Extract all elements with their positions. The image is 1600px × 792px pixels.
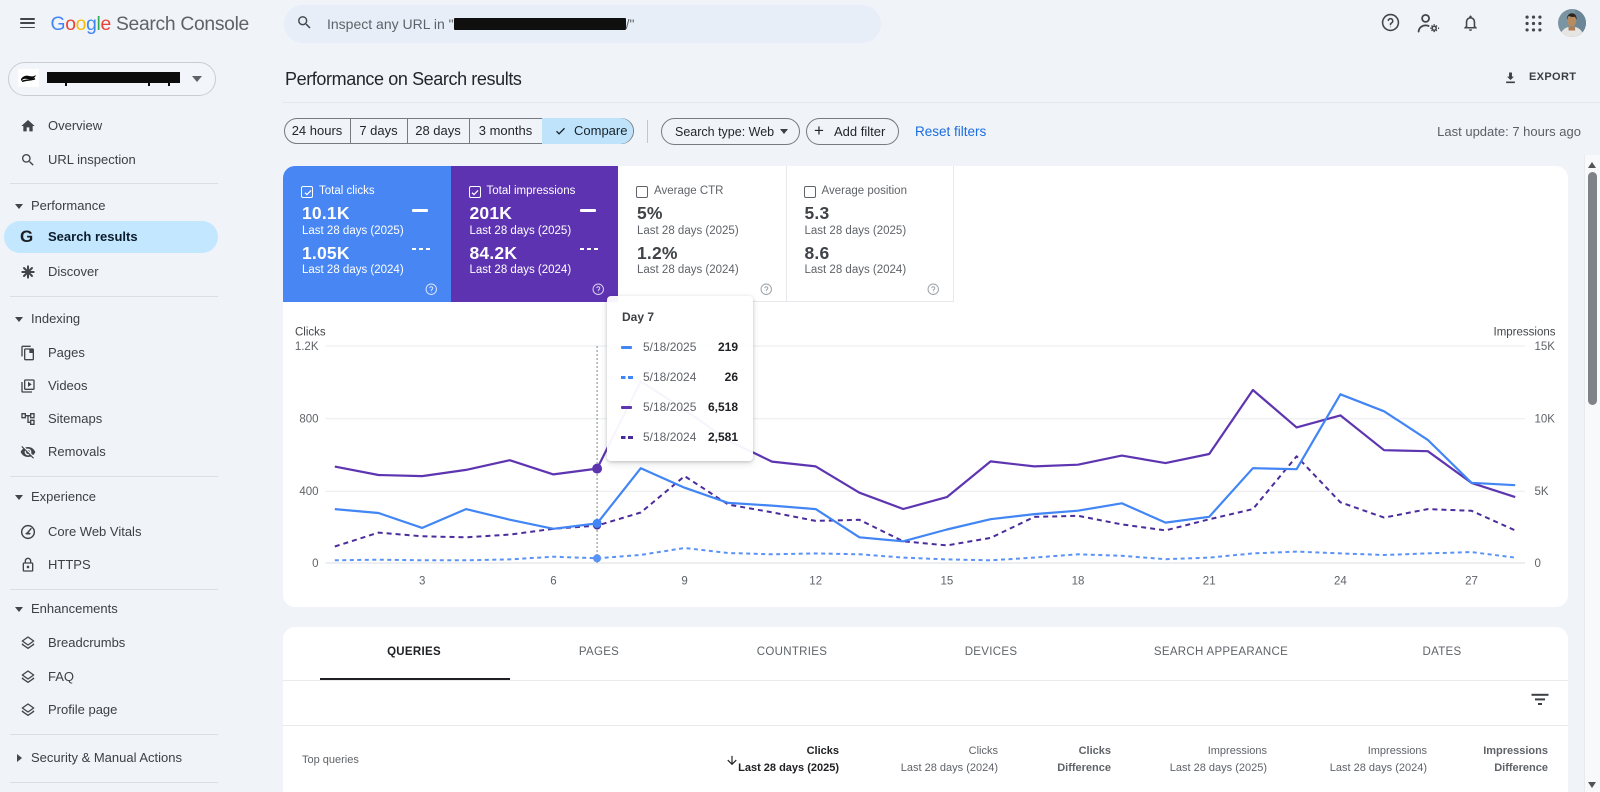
svg-text:21: 21	[1203, 576, 1216, 588]
svg-text:27: 27	[1465, 576, 1478, 588]
svg-text:15K: 15K	[1535, 341, 1556, 353]
svg-text:6: 6	[550, 576, 556, 588]
svg-text:400: 400	[299, 486, 318, 498]
svg-text:9: 9	[681, 576, 687, 588]
svg-text:Impressions: Impressions	[1494, 327, 1556, 339]
svg-text:1.2K: 1.2K	[295, 341, 319, 353]
svg-text:5K: 5K	[1535, 486, 1549, 498]
svg-text:10K: 10K	[1535, 414, 1556, 426]
svg-text:800: 800	[299, 414, 318, 426]
svg-text:15: 15	[941, 576, 954, 588]
svg-text:12: 12	[809, 576, 822, 588]
svg-text:Clicks: Clicks	[295, 327, 326, 339]
svg-text:0: 0	[312, 558, 318, 570]
svg-text:0: 0	[1535, 558, 1541, 570]
svg-text:24: 24	[1334, 576, 1347, 588]
svg-text:18: 18	[1072, 576, 1085, 588]
svg-text:3: 3	[419, 576, 425, 588]
